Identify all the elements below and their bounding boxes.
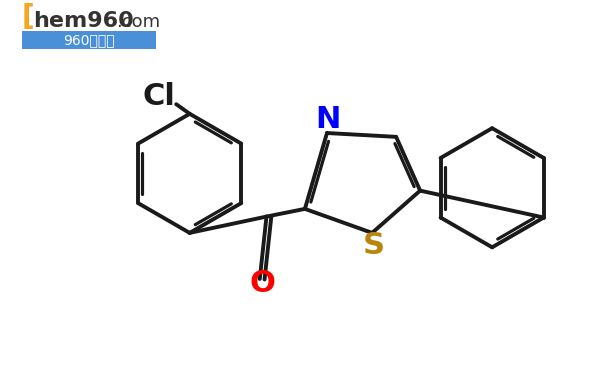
FancyBboxPatch shape — [22, 31, 156, 48]
Text: O: O — [250, 269, 276, 298]
Text: [: [ — [22, 3, 34, 31]
Text: S: S — [363, 231, 385, 260]
Text: hem960: hem960 — [33, 11, 134, 31]
Text: 960化工网: 960化工网 — [63, 33, 115, 47]
Text: N: N — [315, 105, 341, 134]
Text: Cl: Cl — [143, 82, 175, 111]
Text: .com: .com — [116, 13, 160, 31]
